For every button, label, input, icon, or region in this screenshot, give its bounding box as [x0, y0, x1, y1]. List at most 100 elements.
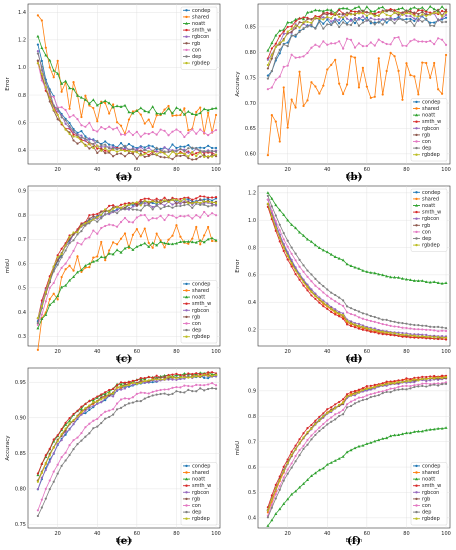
- data-point: [440, 374, 444, 377]
- x-tick-label: 20: [285, 531, 291, 537]
- data-point: [282, 479, 285, 482]
- data-point: [436, 427, 440, 430]
- data-point: [183, 391, 186, 394]
- data-point: [318, 20, 321, 24]
- data-point: [171, 214, 174, 217]
- data-point: [425, 324, 428, 327]
- data-point: [36, 326, 40, 330]
- legend-marker: [185, 21, 188, 25]
- data-point: [274, 512, 278, 515]
- data-point: [127, 149, 131, 153]
- data-point: [310, 288, 313, 291]
- data-point: [163, 199, 166, 202]
- legend-marker: [185, 15, 188, 19]
- data-point: [302, 21, 305, 24]
- data-point: [119, 406, 123, 409]
- data-point: [80, 230, 83, 233]
- data-point: [191, 198, 194, 201]
- data-point: [294, 454, 297, 458]
- data-point: [349, 23, 353, 27]
- series-line-shared: [267, 52, 447, 156]
- data-point: [171, 378, 174, 381]
- data-point: [310, 273, 313, 276]
- data-point: [80, 243, 83, 246]
- data-point: [159, 128, 162, 131]
- data-point: [353, 46, 357, 49]
- data-point: [167, 242, 171, 245]
- data-point: [60, 275, 63, 279]
- data-point: [104, 127, 107, 131]
- legend-marker: [415, 120, 418, 123]
- legend-marker: [185, 282, 188, 286]
- data-point: [56, 59, 59, 62]
- data-point: [100, 413, 103, 417]
- data-point: [175, 216, 178, 219]
- data-point: [353, 389, 357, 393]
- data-point: [405, 44, 408, 48]
- data-point: [203, 153, 206, 156]
- y-tick-label: 0.6: [248, 273, 256, 279]
- data-point: [131, 111, 135, 115]
- data-point: [147, 110, 151, 114]
- data-point: [270, 57, 273, 60]
- data-point: [147, 150, 150, 153]
- data-point: [214, 153, 218, 156]
- data-point: [310, 423, 313, 427]
- data-point: [163, 152, 166, 155]
- data-point: [373, 395, 376, 398]
- series-line-dep: [37, 387, 217, 517]
- data-point: [40, 79, 43, 82]
- data-point: [357, 10, 361, 13]
- data-point: [393, 379, 396, 383]
- data-point: [183, 145, 186, 148]
- series-line-noatt: [37, 36, 217, 116]
- data-point: [373, 386, 376, 389]
- data-point: [100, 396, 103, 399]
- data-point: [143, 204, 146, 207]
- y-axis-label: Accuracy: [5, 435, 11, 461]
- data-point: [369, 17, 372, 20]
- data-point: [298, 449, 301, 452]
- data-point: [115, 150, 119, 153]
- data-point: [115, 212, 119, 215]
- data-point: [139, 379, 142, 382]
- data-point: [345, 13, 349, 16]
- panel-e: 20 40 60 80 1000.750.800.850.900.95EpochAccu…: [5, 367, 221, 547]
- data-point: [361, 45, 365, 48]
- data-point: [111, 252, 115, 256]
- data-point: [373, 320, 376, 323]
- data-point: [417, 328, 420, 331]
- data-point: [210, 374, 214, 377]
- data-point: [64, 459, 67, 462]
- data-point: [334, 308, 337, 311]
- y-tick-label: 0.7: [18, 237, 26, 243]
- panel-caption: (b): [346, 172, 362, 183]
- data-point: [155, 201, 158, 204]
- panel-c: 20 40 60 80 1000.30.40.50.60.70.80.9EpochmIo…: [5, 185, 221, 365]
- data-point: [317, 468, 321, 472]
- data-point: [393, 433, 397, 437]
- data-point: [135, 382, 138, 385]
- data-point: [143, 146, 146, 149]
- data-point: [135, 157, 138, 160]
- data-point: [163, 111, 167, 115]
- data-point: [91, 260, 95, 263]
- data-point: [322, 291, 325, 294]
- data-point: [397, 325, 400, 328]
- data-point: [84, 223, 87, 227]
- data-point: [286, 126, 289, 129]
- data-point: [108, 223, 111, 226]
- data-point: [96, 425, 99, 428]
- data-point: [334, 310, 337, 313]
- data-point: [84, 266, 87, 269]
- data-point: [334, 418, 337, 421]
- data-point: [44, 313, 48, 316]
- data-point: [389, 9, 392, 12]
- data-point: [195, 225, 198, 229]
- data-point: [342, 408, 345, 412]
- data-point: [68, 264, 71, 267]
- data-point: [421, 328, 424, 331]
- data-point: [195, 214, 198, 217]
- data-point: [199, 203, 202, 207]
- data-point: [159, 150, 162, 154]
